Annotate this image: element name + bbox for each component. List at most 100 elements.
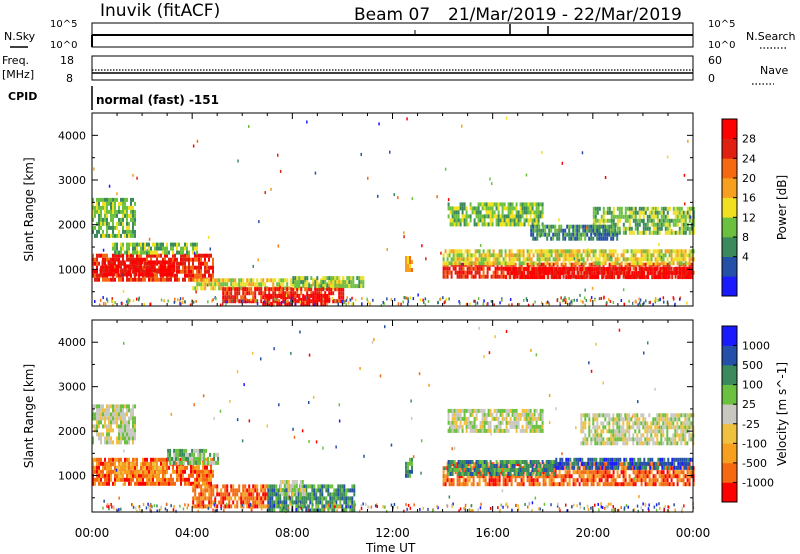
noise-cell <box>526 299 528 302</box>
noise-cell <box>594 298 596 302</box>
heatmap-cell <box>177 448 180 453</box>
heatmap-cell <box>325 496 328 501</box>
noise-cell <box>132 173 134 177</box>
heatmap-cell <box>148 246 150 251</box>
heatmap-cell <box>519 214 522 219</box>
heatmap-cell <box>236 282 239 287</box>
heatmap-cell <box>644 249 647 254</box>
heatmap-cell <box>448 261 451 266</box>
heatmap-cell <box>453 206 456 211</box>
noise-cell <box>487 302 489 306</box>
heatmap-cell <box>559 275 562 280</box>
noise-cell <box>659 297 661 301</box>
heatmap-cell <box>286 287 289 292</box>
heatmap-cell <box>283 484 286 488</box>
heatmap-cell <box>299 500 302 505</box>
heatmap-cell <box>184 469 186 474</box>
heatmap-cell <box>189 456 192 461</box>
heatmap-cell <box>664 253 667 258</box>
heatmap-cell <box>130 233 132 238</box>
heatmap-cell <box>591 275 594 280</box>
heatmap-cell <box>292 293 295 298</box>
heatmap-cell <box>684 214 687 219</box>
heatmap-cell <box>96 404 98 409</box>
heatmap-cell <box>602 218 605 223</box>
heatmap-cell <box>494 261 497 266</box>
heatmap-cell <box>94 257 96 262</box>
heatmap-cell <box>521 202 524 207</box>
heatmap-cell <box>305 492 308 497</box>
heatmap-cell <box>592 474 595 479</box>
heatmap-cell <box>531 271 534 276</box>
heatmap-cell <box>209 460 212 465</box>
heatmap-cell <box>517 210 520 215</box>
noise-cell <box>604 176 607 179</box>
heatmap-cell <box>522 249 525 254</box>
heatmap-cell <box>592 206 595 211</box>
heatmap-cell <box>597 271 600 276</box>
heatmap-cell <box>623 267 626 272</box>
heatmap-cell <box>309 492 312 497</box>
heatmap-cell <box>612 470 615 475</box>
heatmap-cell <box>98 225 100 230</box>
heatmap-cell <box>340 287 343 292</box>
noise-cell <box>400 302 402 306</box>
heatmap-cell <box>128 428 130 433</box>
heatmap-cell <box>262 291 265 296</box>
heatmap-cell <box>135 272 138 277</box>
heatmap-cell <box>328 295 331 300</box>
heatmap-cell <box>162 457 164 462</box>
heatmap-cell <box>360 276 363 281</box>
heatmap-cell <box>648 253 651 258</box>
heatmap-cell <box>574 232 577 237</box>
noise-cell <box>380 303 383 307</box>
heatmap-cell <box>552 257 555 262</box>
heatmap-cell <box>530 482 533 487</box>
heatmap-cell <box>293 484 296 489</box>
heatmap-cell <box>154 273 156 278</box>
heatmap-cell <box>560 224 563 229</box>
heatmap-cell <box>532 224 535 229</box>
heatmap-cell <box>112 462 114 467</box>
heatmap-cell <box>503 218 506 223</box>
noise-cell <box>377 194 379 198</box>
heatmap-cell <box>164 462 166 467</box>
heatmap-cell <box>325 484 328 489</box>
heatmap-cell <box>482 270 485 275</box>
heatmap-cell <box>228 299 231 304</box>
heatmap-cell <box>291 500 294 505</box>
heatmap-cell <box>578 270 581 275</box>
heatmap-cell <box>299 484 302 488</box>
heatmap-cell <box>666 257 669 262</box>
heatmap-cell <box>210 500 213 505</box>
heatmap-cell <box>610 478 613 483</box>
heatmap-cell <box>576 253 579 258</box>
heatmap-cell <box>644 257 647 262</box>
heatmap-cell <box>333 496 336 501</box>
heatmap-cell <box>570 274 573 279</box>
heatmap-cell <box>126 221 128 226</box>
heatmap-cell <box>544 224 547 229</box>
heatmap-cell <box>468 249 471 254</box>
heatmap-cell <box>204 477 206 482</box>
noise-cell <box>683 173 686 177</box>
noise-cell <box>346 296 348 300</box>
heatmap-cell <box>176 277 178 282</box>
heatmap-cell <box>659 267 662 272</box>
heatmap-cell <box>269 488 272 493</box>
heatmap-cell <box>626 206 629 211</box>
heatmap-cell <box>458 261 461 266</box>
heatmap-cell <box>549 267 552 272</box>
heatmap-cell <box>333 492 336 497</box>
heatmap-cell <box>160 242 162 247</box>
heatmap-cell <box>606 236 609 241</box>
heatmap-cell <box>124 404 126 409</box>
heatmap-cell <box>552 474 555 479</box>
heatmap-cell <box>451 218 454 223</box>
heatmap-cell <box>92 481 94 486</box>
heatmap-cell <box>602 261 605 266</box>
heatmap-cell <box>112 246 114 251</box>
heatmap-cell <box>112 404 114 409</box>
heatmap-cell <box>481 218 484 223</box>
heatmap-cell <box>162 250 164 255</box>
